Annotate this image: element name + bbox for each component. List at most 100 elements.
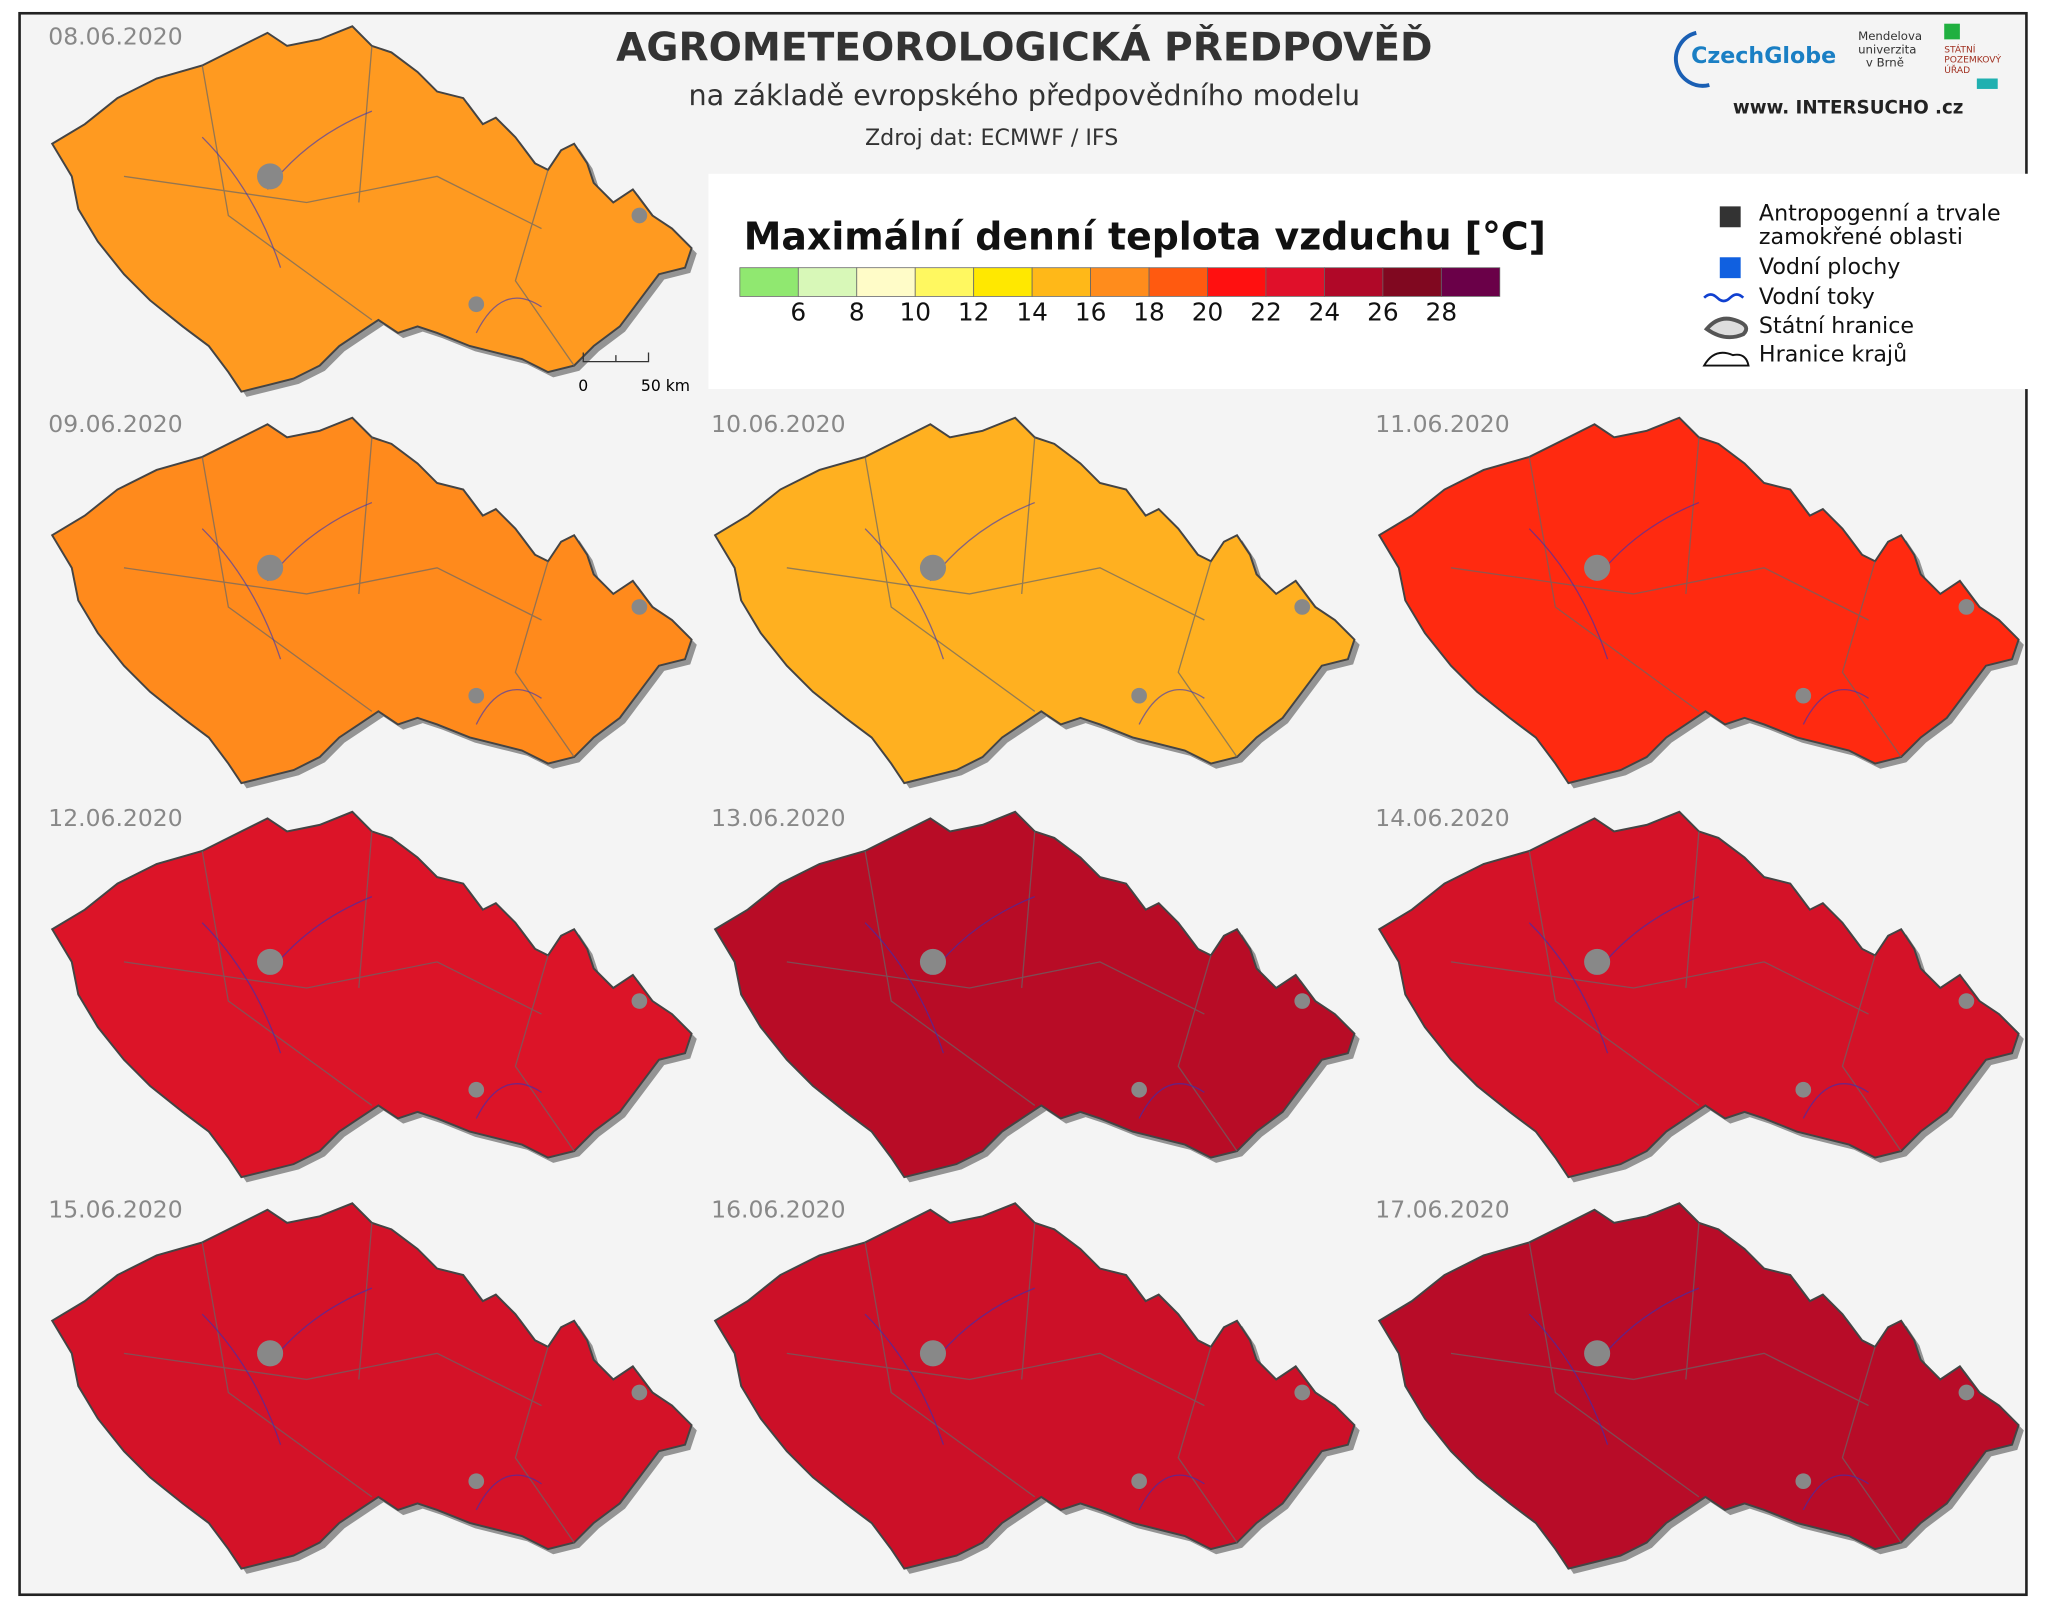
logo-spu-mark bbox=[1976, 78, 1998, 89]
city bbox=[1294, 599, 1311, 615]
city bbox=[631, 993, 648, 1009]
map-date: 16.06.2020 bbox=[711, 1196, 845, 1224]
icon-border bbox=[1703, 316, 1749, 340]
map-panel bbox=[714, 810, 1360, 1183]
legend-item: Vodní plochy bbox=[1759, 254, 1901, 280]
map-panel bbox=[51, 1202, 697, 1574]
city bbox=[468, 1081, 485, 1098]
city bbox=[1131, 1081, 1147, 1098]
map-panel bbox=[51, 25, 697, 397]
map-date: 12.06.2020 bbox=[48, 804, 182, 832]
logo-czechglobe: CzechGlobe bbox=[1691, 43, 1836, 69]
scale-label: 16 bbox=[1075, 297, 1107, 326]
scale-bin bbox=[1207, 267, 1267, 297]
city bbox=[919, 554, 947, 581]
region-borders bbox=[786, 1222, 1238, 1543]
source: Zdroj dat: ECMWF / IFS bbox=[865, 125, 1118, 151]
map-date: 13.06.2020 bbox=[711, 804, 845, 832]
city bbox=[257, 1340, 284, 1367]
title: AGROMETEOROLOGICKÁ PŘEDPOVĚĎ bbox=[616, 23, 1432, 70]
region-borders bbox=[1450, 437, 1902, 758]
map-date: 09.06.2020 bbox=[48, 410, 182, 438]
scalebar bbox=[582, 352, 650, 363]
city bbox=[1131, 687, 1147, 704]
scale-label: 14 bbox=[1016, 297, 1048, 326]
scale-bin bbox=[1440, 267, 1501, 297]
scale-bin bbox=[1031, 267, 1091, 297]
logo-spu: STÁTNÍ bbox=[1944, 43, 1976, 55]
map-panel bbox=[1378, 810, 2024, 1183]
region-borders bbox=[786, 831, 1238, 1152]
scale-bin bbox=[1090, 267, 1150, 297]
city bbox=[1584, 948, 1611, 975]
city bbox=[1294, 993, 1311, 1009]
scale-label: 6 bbox=[790, 297, 806, 326]
scale-bin bbox=[1324, 267, 1384, 297]
map-date: 11.06.2020 bbox=[1375, 410, 1509, 438]
city bbox=[631, 1384, 648, 1401]
city bbox=[468, 687, 485, 704]
scale-label: 28 bbox=[1426, 297, 1458, 326]
logo-spu: ÚŘAD bbox=[1944, 64, 1970, 76]
region-borders bbox=[123, 1222, 575, 1543]
map-panel bbox=[714, 416, 1360, 789]
icon-water bbox=[1719, 257, 1741, 279]
map-date: 10.06.2020 bbox=[711, 410, 845, 438]
maps: 08.06.2020 09.06.2020 10.06.2020 11.06.2020… bbox=[48, 23, 2024, 1574]
city bbox=[631, 599, 648, 615]
map-panel bbox=[1378, 416, 2024, 789]
scale-bin bbox=[1382, 267, 1442, 297]
map-panel bbox=[714, 1202, 1360, 1574]
city bbox=[1958, 599, 1975, 615]
region-borders bbox=[1450, 831, 1902, 1152]
legend-title: Maximální denní teplota vzduchu [°C] bbox=[744, 215, 1546, 259]
logo-mendel: v Brně bbox=[1866, 55, 1904, 69]
city bbox=[1584, 554, 1611, 581]
map-date: 15.06.2020 bbox=[48, 1196, 182, 1224]
city bbox=[1795, 687, 1812, 704]
scale-label: 26 bbox=[1367, 297, 1399, 326]
scale-label: 8 bbox=[849, 297, 865, 326]
scale-bin bbox=[856, 267, 916, 297]
city bbox=[257, 163, 284, 190]
logo-intersucho: www. INTERSUCHO .cz bbox=[1733, 98, 1964, 119]
scale-label: 24 bbox=[1309, 297, 1341, 326]
scale-bin bbox=[1148, 267, 1208, 297]
map-panel bbox=[1378, 1202, 2024, 1574]
city bbox=[257, 554, 284, 581]
legend-item: zamokřené oblasti bbox=[1759, 224, 1963, 250]
map-panel bbox=[51, 416, 697, 789]
logo-mendel: Mendelova bbox=[1858, 29, 1922, 43]
city bbox=[1795, 1081, 1812, 1098]
city bbox=[919, 1340, 947, 1367]
map-date: 14.06.2020 bbox=[1375, 804, 1509, 832]
city bbox=[468, 1473, 485, 1490]
city bbox=[1131, 1473, 1147, 1490]
scale-label: 20 bbox=[1192, 297, 1224, 326]
logo-spu-mark bbox=[1944, 23, 1960, 40]
scale-bin bbox=[914, 267, 975, 297]
legend-item: Antropogenní a trvale bbox=[1759, 201, 2001, 227]
map-panel bbox=[51, 810, 697, 1183]
map-date: 17.06.2020 bbox=[1375, 1196, 1509, 1224]
city bbox=[1584, 1340, 1611, 1367]
region-borders bbox=[786, 437, 1238, 758]
scale-label: 22 bbox=[1250, 297, 1282, 326]
scale-label: 12 bbox=[958, 297, 990, 326]
city bbox=[468, 296, 485, 313]
region-borders bbox=[123, 437, 575, 758]
city bbox=[631, 207, 648, 224]
scalebar-label: 50 km bbox=[641, 376, 690, 395]
city bbox=[257, 948, 284, 975]
scale-bin bbox=[797, 267, 858, 297]
scale-label: 18 bbox=[1133, 297, 1165, 326]
scale-bin bbox=[973, 267, 1033, 297]
region-borders bbox=[1450, 1222, 1902, 1543]
scalebar-label: 0 bbox=[578, 376, 588, 395]
icon-river bbox=[1703, 293, 1745, 303]
city bbox=[1795, 1473, 1812, 1490]
legend-item: Hranice krajů bbox=[1759, 341, 1907, 368]
city bbox=[1294, 1384, 1311, 1401]
